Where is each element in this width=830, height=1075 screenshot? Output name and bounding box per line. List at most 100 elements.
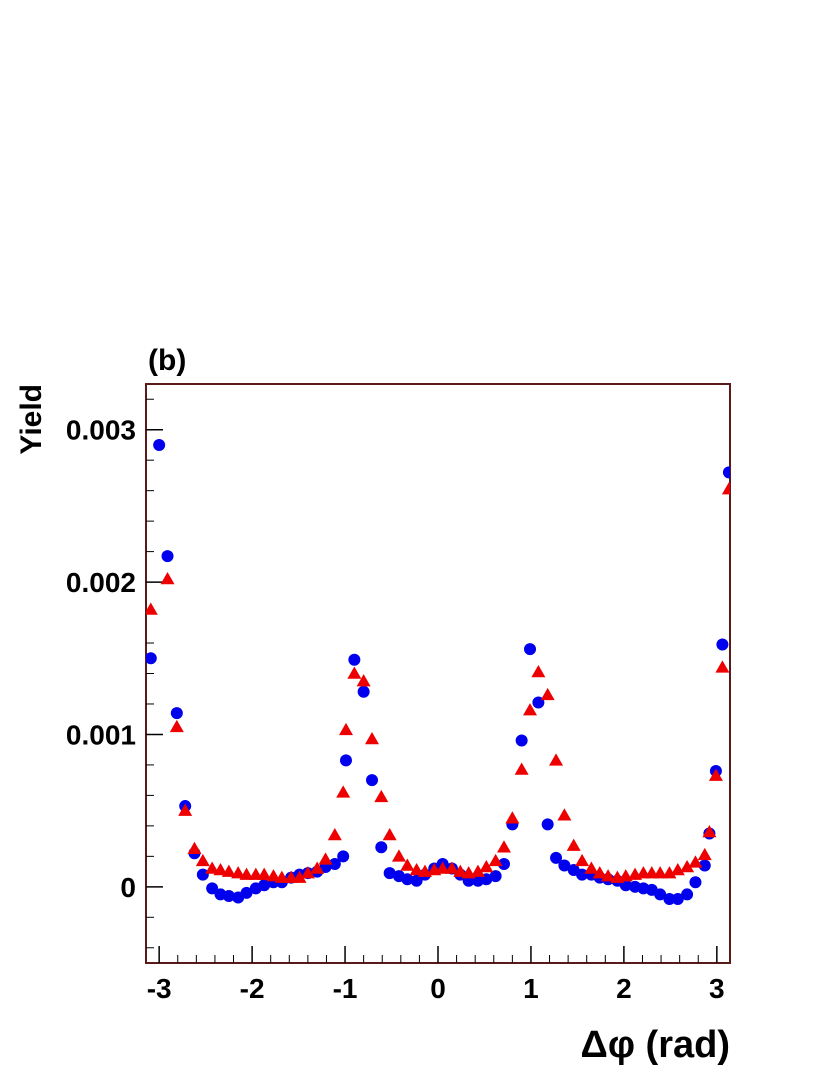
- x-tick-label: -3: [147, 973, 172, 1004]
- data-point-triangle: [435, 861, 450, 874]
- data-point-triangle: [231, 866, 246, 879]
- data-point-circle: [383, 867, 396, 880]
- data-point-circle: [170, 707, 183, 720]
- data-point-triangle: [531, 664, 546, 678]
- y-tick-label: 0.001: [66, 719, 136, 750]
- data-point-circle: [689, 876, 702, 889]
- x-tick-label: 2: [616, 973, 632, 1004]
- x-axis-title: Δφ (rad): [581, 1024, 731, 1066]
- data-point-triangle: [496, 840, 511, 853]
- data-point-circle: [541, 818, 554, 831]
- data-point-triangle: [374, 789, 389, 803]
- data-point-triangle: [327, 828, 342, 841]
- data-point-circle: [681, 888, 694, 901]
- data-point-circle: [730, 530, 742, 542]
- data-point-circle: [550, 851, 563, 864]
- data-point-triangle: [488, 853, 503, 867]
- x-tick-label: 3: [709, 973, 725, 1004]
- data-point-triangle: [715, 660, 730, 673]
- data-point-triangle: [697, 847, 712, 861]
- data-point-circle: [357, 685, 370, 698]
- data-point-circle: [716, 638, 729, 651]
- panel-label: (b): [148, 344, 186, 377]
- data-point-triangle: [310, 861, 325, 874]
- data-point-triangle: [523, 703, 538, 716]
- data-point-circle: [206, 882, 219, 895]
- data-point-circle: [240, 886, 253, 899]
- data-point-triangle: [505, 811, 520, 824]
- data-point-triangle: [592, 866, 607, 879]
- data-point-triangle: [221, 864, 236, 877]
- y-tick-label: 0.002: [66, 567, 136, 598]
- data-point-triangle: [382, 828, 397, 841]
- data-point-circle: [337, 850, 350, 863]
- data-point-circle: [410, 874, 423, 887]
- data-point-triangle: [721, 482, 730, 495]
- data-point-triangle: [239, 867, 254, 880]
- data-point-triangle: [356, 674, 371, 687]
- data-point-circle: [258, 879, 271, 892]
- data-point-triangle: [549, 753, 564, 766]
- data-point-circle: [375, 841, 388, 854]
- data-point-triangle: [195, 853, 210, 867]
- data-point-triangle: [213, 863, 228, 876]
- data-point-triangle: [688, 855, 703, 868]
- data-point-triangle: [540, 687, 555, 701]
- data-point-circle: [524, 643, 537, 656]
- data-point-triangle: [146, 602, 158, 615]
- data-point-triangle: [365, 732, 380, 745]
- y-tick-label: 0: [120, 872, 136, 903]
- data-point-triangle: [601, 869, 616, 882]
- data-point-triangle: [257, 867, 272, 880]
- data-point-circle: [339, 754, 352, 767]
- data-point-triangle: [266, 869, 281, 882]
- data-point-circle: [366, 774, 379, 787]
- data-point-triangle: [300, 866, 315, 879]
- data-point-triangle: [470, 864, 485, 877]
- data-point-circle: [196, 868, 209, 881]
- data-point-triangle: [400, 858, 415, 871]
- data-point-circle: [722, 466, 730, 479]
- data-point-triangle: [205, 861, 220, 874]
- data-point-triangle: [566, 838, 581, 851]
- data-point-triangle: [702, 824, 717, 838]
- data-point-triangle: [453, 864, 468, 877]
- data-point-triangle: [274, 870, 289, 883]
- data-point-circle: [515, 734, 528, 747]
- data-point-triangle: [187, 841, 202, 854]
- data-point-triangle: [557, 808, 572, 821]
- data-marks: [146, 438, 742, 906]
- data-point-circle: [497, 857, 510, 870]
- data-point-triangle: [336, 785, 351, 798]
- data-point-circle: [146, 652, 157, 665]
- data-point-triangle: [178, 803, 193, 816]
- data-point-circle: [489, 870, 502, 883]
- data-point-triangle: [318, 852, 333, 865]
- y-tick-label: 0.003: [66, 415, 136, 446]
- data-point-circle: [401, 873, 414, 886]
- data-point-triangle: [653, 866, 668, 879]
- data-point-triangle: [708, 768, 723, 781]
- data-point-triangle: [338, 722, 353, 736]
- data-point-triangle: [514, 762, 529, 775]
- x-tick-label: 1: [523, 973, 539, 1004]
- data-point-triangle: [391, 849, 406, 862]
- data-point-circle: [663, 893, 676, 906]
- data-point-circle: [698, 859, 711, 872]
- data-point-triangle: [292, 870, 307, 883]
- data-point-circle: [153, 438, 166, 451]
- data-point-circle: [222, 889, 235, 902]
- y-axis-title: Yield: [15, 384, 48, 455]
- data-point-triangle: [160, 572, 175, 585]
- data-point-triangle: [479, 860, 494, 873]
- data-point-triangle: [680, 860, 695, 873]
- data-point-circle: [328, 857, 341, 870]
- data-point-circle: [576, 868, 589, 881]
- data-point-triangle: [729, 441, 730, 443]
- data-point-triangle: [584, 861, 599, 874]
- data-point-circle: [671, 893, 684, 906]
- data-point-triangle: [347, 666, 362, 679]
- data-point-triangle: [444, 861, 459, 874]
- axes: -3 -2 -1 0 1 2 3 0 0.001 0.002 0.003: [66, 398, 725, 1004]
